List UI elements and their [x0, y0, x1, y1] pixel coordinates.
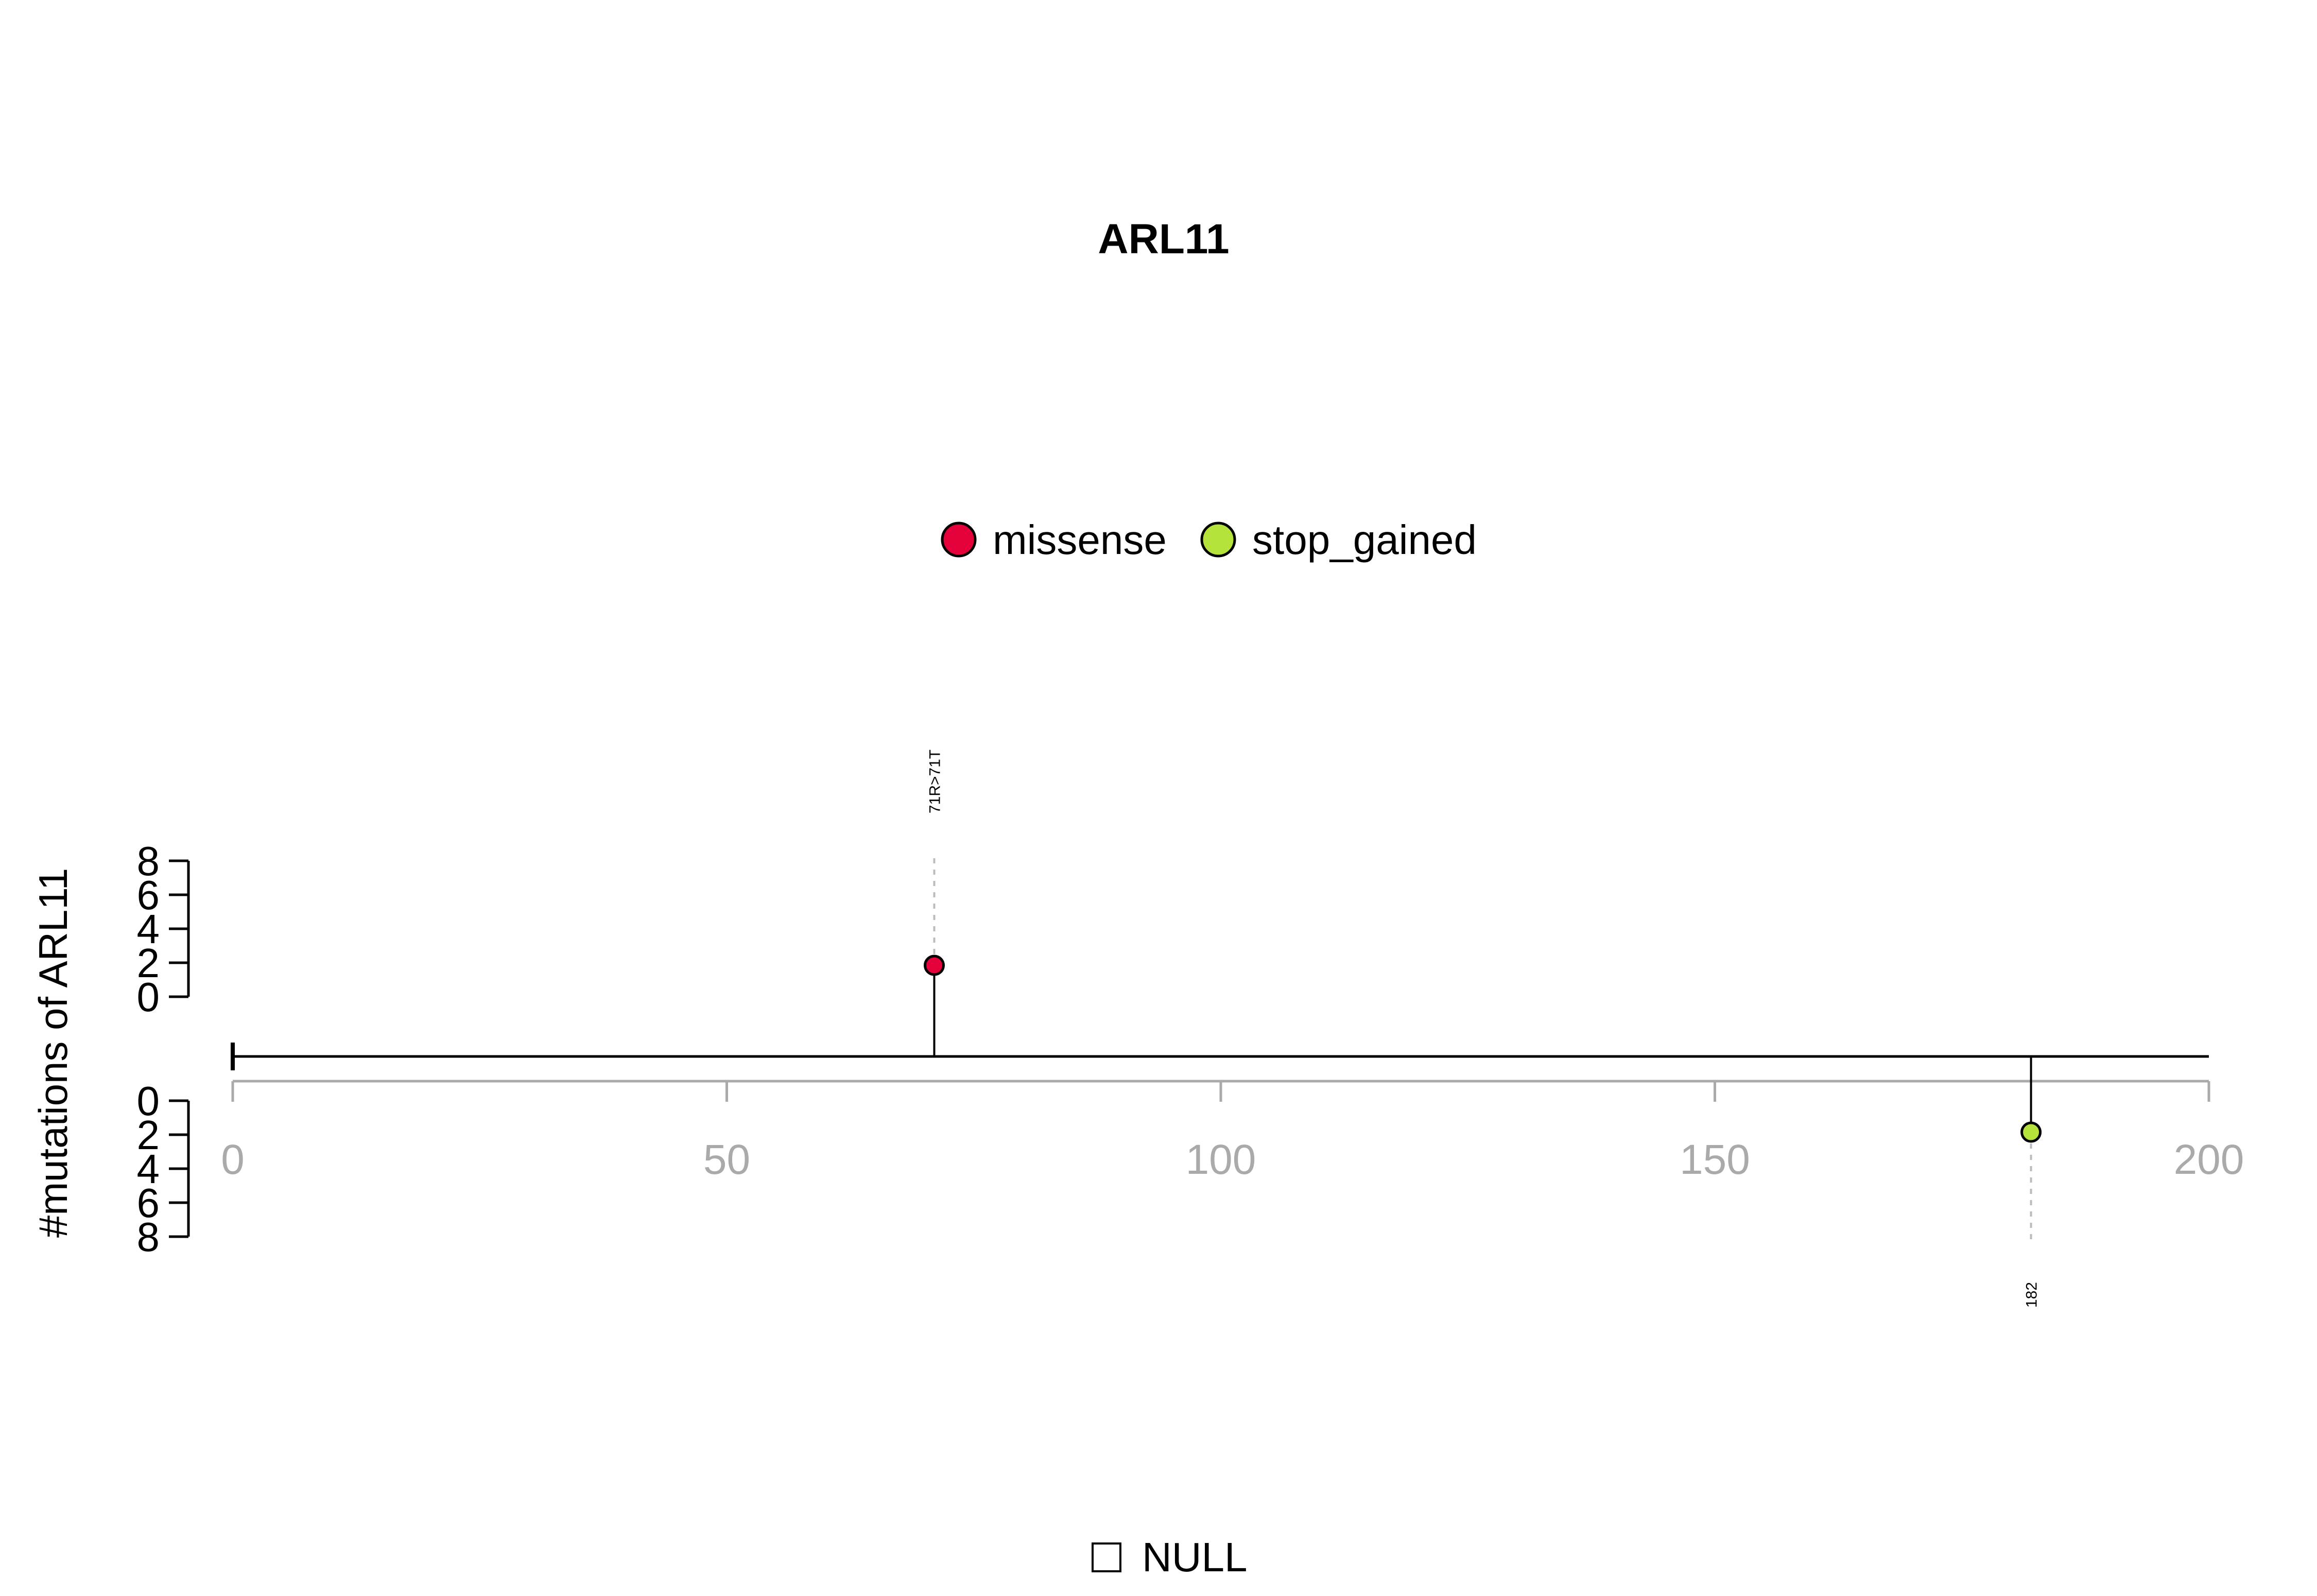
y-axis-label: #mutations of ARL11 — [30, 868, 76, 1238]
x-tick-label: 0 — [221, 1136, 245, 1183]
lollipop-point-missense — [923, 955, 945, 976]
x-tick-label: 100 — [1186, 1136, 1256, 1183]
mutation-lollipops: 71R>71T 182 — [923, 750, 2042, 1308]
legend-swatch-stop-gained — [1200, 522, 1236, 558]
legend: missense stop_gained — [941, 517, 1477, 563]
lower-y-axis-tick-label: 8 — [137, 1214, 160, 1260]
bottom-legend: NULL — [1092, 1534, 1248, 1580]
upper-y-axis-tick-label: 4 — [137, 906, 160, 952]
null-legend-label: NULL — [1142, 1534, 1248, 1580]
x-axis: 0 50 100 150 200 — [221, 1080, 2244, 1183]
legend-swatch-missense — [941, 522, 977, 558]
upper-y-axis-tick-label: 0 — [137, 974, 160, 1020]
lower-y-axis-tick-label: 0 — [137, 1078, 160, 1124]
x-tick-label: 50 — [703, 1136, 750, 1183]
lower-y-axis-tick-label: 2 — [137, 1112, 160, 1158]
upper-y-axis-tick-label: 2 — [137, 940, 160, 986]
lower-y-axis-tick-label: 4 — [137, 1146, 160, 1192]
null-legend-box — [1092, 1542, 1121, 1572]
legend-label-missense: missense — [993, 517, 1167, 563]
upper-y-axis-tick-label: 6 — [137, 872, 160, 918]
lollipop-label: 71R>71T — [926, 750, 943, 813]
lollipop-point-stop-gained — [2020, 1121, 2042, 1143]
lollipop-label: 182 — [2024, 1282, 2041, 1308]
upper-y-axis-tick-label: 8 — [137, 838, 160, 884]
x-tick-label: 150 — [1680, 1136, 1750, 1183]
chart-title: ARL11 — [1098, 216, 1229, 263]
x-tick-label: 200 — [2174, 1136, 2244, 1183]
legend-label-stop-gained: stop_gained — [1252, 517, 1477, 563]
lower-y-axis-tick-label: 6 — [137, 1180, 160, 1226]
